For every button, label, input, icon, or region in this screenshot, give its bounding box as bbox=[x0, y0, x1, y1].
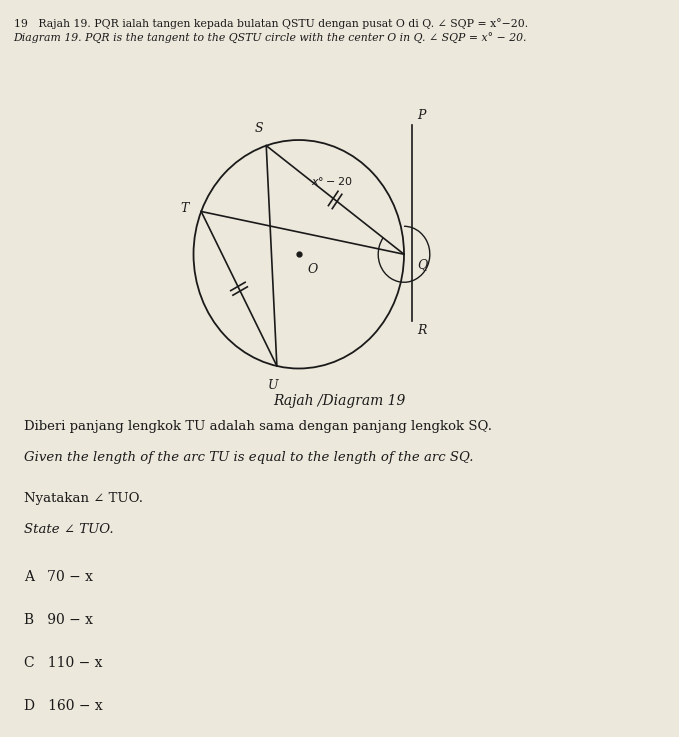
Text: U: U bbox=[268, 380, 279, 392]
Text: S: S bbox=[254, 122, 263, 135]
Text: Rajah /Diagram 19: Rajah /Diagram 19 bbox=[274, 394, 405, 408]
Text: Diagram 19. PQR is the tangent to the QSTU circle with the center O in Q. ∠ SQP : Diagram 19. PQR is the tangent to the QS… bbox=[14, 32, 527, 43]
Text: B   90 − x: B 90 − x bbox=[24, 613, 93, 627]
Text: 19   Rajah 19. PQR ialah tangen kepada bulatan QSTU dengan pusat O di Q. ∠ SQP =: 19 Rajah 19. PQR ialah tangen kepada bul… bbox=[14, 18, 528, 29]
Text: T: T bbox=[181, 202, 189, 215]
Text: Nyatakan ∠ TUO.: Nyatakan ∠ TUO. bbox=[24, 492, 143, 505]
Text: $x°-20$: $x°-20$ bbox=[311, 175, 352, 187]
Text: O: O bbox=[308, 263, 318, 276]
Text: R: R bbox=[418, 324, 427, 337]
Text: State ∠ TUO.: State ∠ TUO. bbox=[24, 523, 113, 536]
Text: Q: Q bbox=[418, 258, 428, 271]
Text: Diberi panjang lengkok TU adalah sama dengan panjang lengkok SQ.: Diberi panjang lengkok TU adalah sama de… bbox=[24, 420, 492, 433]
Text: C   110 − x: C 110 − x bbox=[24, 656, 103, 670]
Text: Given the length of the arc TU is equal to the length of the arc SQ.: Given the length of the arc TU is equal … bbox=[24, 451, 473, 464]
Text: A   70 − x: A 70 − x bbox=[24, 570, 93, 584]
Text: P: P bbox=[418, 109, 426, 122]
Text: D   160 − x: D 160 − x bbox=[24, 699, 103, 713]
